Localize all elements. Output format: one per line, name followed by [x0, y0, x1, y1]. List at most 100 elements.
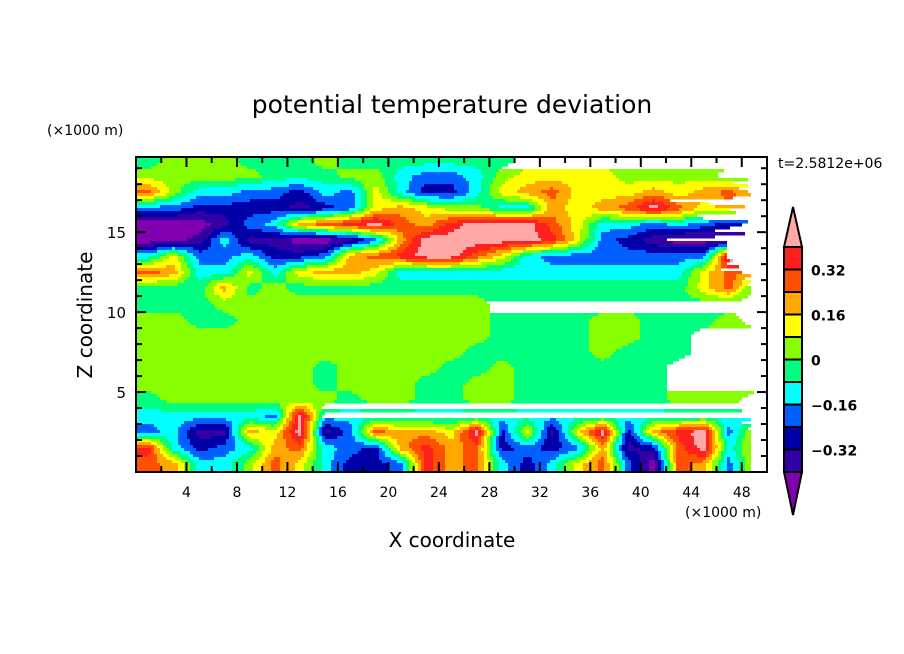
- contour-cell: [712, 436, 715, 440]
- contour-cell: [607, 460, 613, 464]
- contour-cell: [223, 244, 226, 248]
- contour-cell: [619, 457, 622, 461]
- contour-cell: [655, 451, 658, 455]
- contour-cell: [346, 259, 406, 263]
- contour-cell: [445, 469, 463, 473]
- contour-cell: [589, 340, 634, 344]
- contour-cell: [334, 247, 340, 251]
- contour-cell: [718, 436, 721, 440]
- contour-cell: [379, 253, 397, 257]
- contour-cell: [589, 433, 595, 437]
- contour-cell: [205, 238, 211, 242]
- contour-cell: [526, 436, 529, 440]
- contour-cell: [478, 442, 481, 446]
- contour-cell: [316, 448, 322, 452]
- contour-cell: [136, 409, 160, 413]
- contour-cell: [718, 253, 721, 257]
- contour-cell: [589, 319, 640, 323]
- contour-cell: [676, 445, 685, 449]
- contour-cell: [718, 259, 721, 263]
- contour-cell: [535, 229, 550, 233]
- contour-cell: [409, 451, 415, 455]
- contour-cell: [514, 367, 667, 371]
- contour-cell: [385, 181, 397, 185]
- contour-cell: [610, 424, 616, 428]
- contour-cell: [295, 406, 307, 410]
- contour-cell: [493, 451, 499, 455]
- contour-cell: [613, 430, 616, 434]
- contour-cell: [724, 454, 736, 458]
- contour-field: [136, 157, 754, 473]
- contour-cell: [424, 466, 433, 470]
- contour-cell: [136, 229, 202, 233]
- contour-cell: [715, 442, 721, 446]
- contour-cell: [178, 256, 184, 260]
- contour-cell: [136, 334, 490, 338]
- contour-cell: [508, 361, 673, 365]
- contour-cell: [430, 199, 463, 203]
- contour-cell: [205, 211, 271, 215]
- contour-cell: [715, 319, 742, 323]
- contour-cell: [538, 220, 556, 224]
- contour-cell: [397, 181, 409, 185]
- contour-cell: [211, 238, 220, 242]
- contour-cell: [352, 424, 358, 428]
- contour-cell: [256, 451, 262, 455]
- contour-cell: [613, 451, 616, 455]
- contour-cell: [136, 232, 199, 236]
- contour-cell: [151, 241, 202, 245]
- contour-cell: [304, 412, 307, 416]
- contour-cell: [730, 457, 736, 461]
- contour-cell: [415, 388, 463, 392]
- contour-cell: [664, 439, 667, 443]
- contour-cell: [277, 409, 283, 413]
- contour-cell: [307, 433, 310, 437]
- contour-cell: [316, 451, 322, 455]
- contour-cell: [325, 424, 331, 428]
- contour-cell: [604, 466, 610, 470]
- contour-cell: [361, 430, 367, 434]
- contour-cell: [637, 439, 643, 443]
- contour-cell: [190, 259, 199, 263]
- contour-cell: [361, 199, 367, 203]
- contour-cell: [403, 463, 406, 467]
- contour-cell: [136, 238, 187, 242]
- contour-cell: [574, 466, 583, 470]
- contour-cell: [394, 445, 400, 449]
- contour-cell: [151, 451, 154, 455]
- contour-cell: [685, 232, 745, 236]
- contour-cell: [340, 250, 346, 254]
- contour-cell: [286, 277, 313, 281]
- contour-cell: [661, 427, 676, 431]
- contour-cell: [727, 451, 736, 455]
- contour-cell: [706, 448, 709, 452]
- contour-cell: [352, 430, 358, 434]
- contour-cell: [361, 421, 370, 425]
- contour-cell: [262, 175, 340, 179]
- contour-cell: [391, 193, 403, 197]
- contour-cell: [190, 439, 226, 443]
- contour-cell: [721, 262, 727, 266]
- contour-cell: [193, 445, 217, 449]
- contour-cell: [496, 448, 502, 452]
- contour-cell: [598, 445, 607, 449]
- contour-cell: [664, 463, 667, 467]
- contour-cell: [259, 256, 271, 260]
- contour-cell: [589, 232, 595, 236]
- contour-cell: [496, 175, 514, 179]
- contour-cell: [298, 424, 301, 428]
- contour-cell: [445, 466, 463, 470]
- contour-cell: [307, 268, 334, 272]
- contour-cell: [634, 340, 691, 344]
- contour-cell: [136, 265, 166, 269]
- contour-cell: [136, 385, 316, 389]
- contour-cell: [640, 319, 715, 323]
- contour-cell: [514, 385, 667, 389]
- contour-cell: [262, 463, 271, 467]
- contour-cell: [556, 235, 565, 239]
- contour-cell: [640, 337, 691, 341]
- contour-cell: [571, 190, 643, 194]
- contour-cell: [382, 193, 391, 197]
- contour-cell: [604, 436, 607, 440]
- contour-cell: [400, 454, 406, 458]
